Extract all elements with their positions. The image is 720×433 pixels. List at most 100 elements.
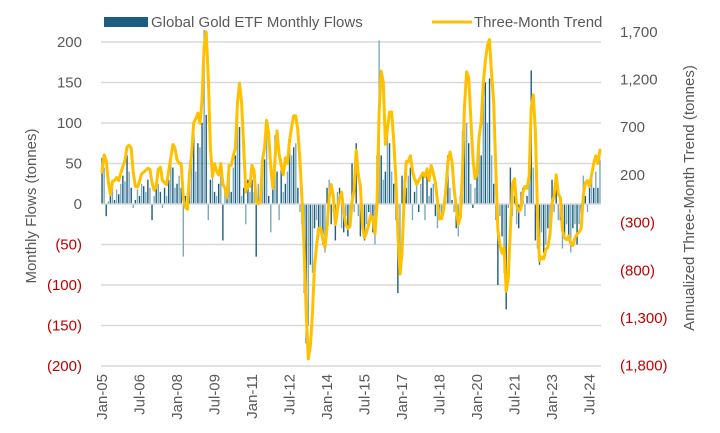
flow-bar <box>297 187 299 204</box>
right-tick-label: (1,800) <box>620 358 668 375</box>
right-axis-ticks: 1,700 1,200 700 200 (300) (800) (1,300) (1,800) <box>620 24 668 375</box>
flow-bar <box>570 204 572 253</box>
flow-bar <box>109 195 112 204</box>
flow-bar <box>213 191 216 204</box>
flow-bar <box>236 94 239 204</box>
flow-bar <box>238 127 241 204</box>
legend-label-flows: Global Gold ETF Monthly Flows <box>151 14 363 31</box>
flow-bar <box>432 183 434 204</box>
flow-bar <box>345 204 347 217</box>
flow-bar <box>380 155 382 204</box>
flow-bar <box>107 201 109 204</box>
x-tick-label: Jan-23 <box>544 374 561 420</box>
right-tick-label: (300) <box>620 215 655 232</box>
flow-bar <box>257 183 259 204</box>
flow-bar <box>449 187 451 204</box>
flow-bar <box>365 204 368 225</box>
legend: Global Gold ETF Monthly Flows Three-Mont… <box>104 14 602 31</box>
flow-bar <box>143 186 145 204</box>
flow-bar <box>126 155 128 204</box>
flow-bar <box>428 195 430 204</box>
flow-bar <box>597 187 599 204</box>
flow-bar <box>184 195 187 204</box>
flow-bar <box>451 199 453 204</box>
flow-bar <box>201 123 203 204</box>
flow-bar <box>486 123 489 204</box>
left-tick-label: (200) <box>47 358 82 375</box>
flow-bar <box>322 204 324 245</box>
x-tick-label: Jul-21 <box>507 374 524 415</box>
legend-label-trend: Three-Month Trend <box>474 14 602 31</box>
flow-bar <box>159 191 162 204</box>
flow-bar <box>134 199 137 204</box>
flow-bar <box>474 187 476 204</box>
flow-bar <box>351 163 353 204</box>
flow-bar <box>124 181 126 204</box>
flow-bar <box>263 159 266 204</box>
flow-bar <box>157 183 159 204</box>
flow-bar <box>399 204 401 269</box>
flow-bar <box>247 179 249 204</box>
flow-bar <box>215 195 218 204</box>
flow-bar <box>478 131 480 204</box>
flow-bar <box>320 204 322 229</box>
flow-bar <box>476 171 478 204</box>
flow-bar <box>382 179 384 204</box>
flow-bar <box>313 204 316 229</box>
flow-bar <box>207 204 209 221</box>
flow-bar <box>161 204 164 209</box>
flow-bar <box>440 204 443 217</box>
flow-bar <box>290 155 293 204</box>
flow-bar <box>532 167 534 204</box>
flow-bar <box>199 147 201 204</box>
flow-bar <box>482 90 484 204</box>
flow-bar <box>424 204 426 221</box>
flow-bar <box>278 204 280 221</box>
flow-bar <box>357 204 359 217</box>
flow-bar <box>565 204 568 225</box>
flow-bar <box>211 175 214 204</box>
flow-bar <box>524 204 526 217</box>
flow-bar <box>518 204 520 229</box>
flow-bar <box>588 187 591 204</box>
flow-bar <box>205 114 207 204</box>
flow-bar <box>340 204 343 229</box>
right-tick-label: 1,200 <box>620 72 658 89</box>
flow-bar <box>182 204 184 257</box>
flow-bar <box>136 189 139 204</box>
x-tick-label: Jul-12 <box>282 374 299 415</box>
flow-bar <box>318 204 320 237</box>
flow-bar <box>174 187 176 204</box>
left-tick-label: 50 <box>65 156 82 173</box>
left-axis-title: Monthly Flows (tonnes) <box>23 128 40 283</box>
flow-bar <box>599 159 601 204</box>
flow-bar <box>547 204 549 229</box>
flow-bar <box>384 171 387 204</box>
x-tick-label: Jan-17 <box>394 374 411 420</box>
flow-bar <box>232 167 234 204</box>
flow-bar <box>122 175 124 204</box>
x-tick-label: Jul-06 <box>132 374 149 415</box>
flow-bar <box>284 183 287 204</box>
left-tick-label: 100 <box>57 115 82 132</box>
flow-bar <box>388 143 391 204</box>
flow-bar <box>295 143 297 204</box>
left-tick-label: (50) <box>55 237 82 254</box>
flow-bar <box>151 204 153 221</box>
flow-bar <box>324 204 326 253</box>
flow-bar <box>311 204 314 273</box>
flow-bar <box>251 179 253 204</box>
flow-bar <box>307 204 309 326</box>
flow-bar <box>595 171 597 204</box>
flow-bar <box>509 167 512 204</box>
flow-bar <box>103 167 105 204</box>
flow-bar <box>501 204 503 237</box>
flow-bar <box>347 204 349 237</box>
flow-bar <box>584 195 587 204</box>
left-tick-label: 0 <box>74 196 82 213</box>
flow-bar <box>499 204 501 217</box>
right-tick-label: 700 <box>620 119 645 136</box>
flow-bar <box>224 191 226 204</box>
flow-bar <box>401 175 403 204</box>
flow-bar <box>220 167 222 204</box>
